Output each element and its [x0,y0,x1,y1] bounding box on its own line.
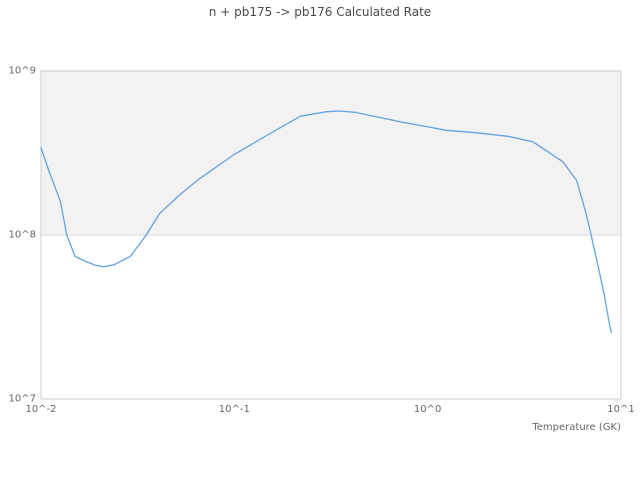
x-axis-tick-label-1e-2: 10^-2 [25,404,57,415]
x-axis-tick-label-1e-1: 10^-1 [218,404,250,415]
x-axis-title: Temperature (GK) [532,422,621,433]
rate-curve [40,110,612,333]
y-axis-tick-label-1e9: 10^9 [8,65,36,77]
y-axis-tick-label-1e7: 10^7 [8,393,36,405]
y-axis-tick-label-1e8: 10^8 [8,229,36,241]
chart-title: n + pb175 -> pb176 Calculated Rate [208,5,432,19]
plot-band [41,71,621,235]
x-axis-tick-label-1e1: 10^1 [607,404,635,415]
x-axis-tick-label-1e0: 10^0 [413,404,442,415]
plot-border [40,70,622,400]
